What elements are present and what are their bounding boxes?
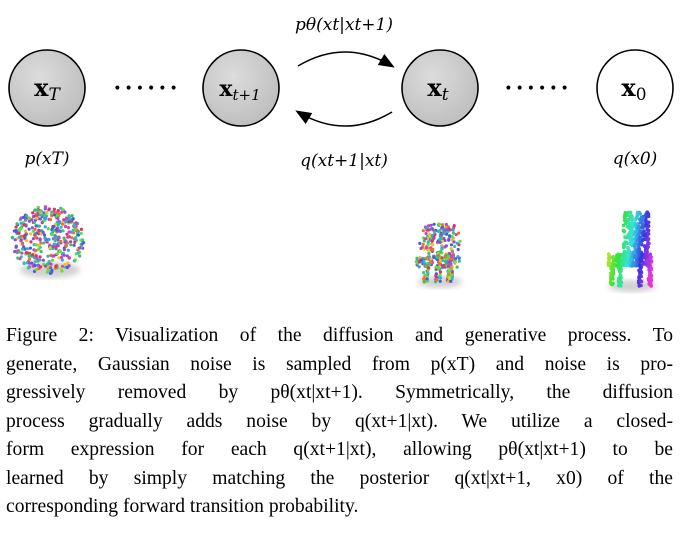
node-x-0: x0 <box>596 49 674 127</box>
noise-point-cloud-image <box>10 205 86 278</box>
caption-line: corresponding forward transition probabi… <box>6 496 359 517</box>
node-x-T: xT <box>8 49 86 127</box>
forward-arrow <box>297 51 395 68</box>
reverse-arrow <box>295 110 393 127</box>
caption-line: learned by simply matching the posterior… <box>6 467 673 489</box>
ellipsis-right: •••••• <box>504 81 572 97</box>
node-x-t: xt <box>401 49 479 127</box>
caption-line: Figure 2: Visualization of the diffusion… <box>6 325 673 346</box>
caption-line: process gradually adds noise by q(xt+1|x… <box>6 410 673 432</box>
ellipsis-left: •••••• <box>113 81 181 97</box>
forward-label: pθ(xt|xt+1) <box>295 15 393 35</box>
partial-chair-point-cloud-image <box>414 222 462 288</box>
reverse-label: q(xt+1|xt) <box>300 151 388 171</box>
caption-line: form expression for each q(xt+1|xt), all… <box>6 439 673 460</box>
caption-line: gressively removed by pθ(xt|xt+1). Symme… <box>6 382 673 403</box>
node-x-t-plus-1: xt+1 <box>202 49 280 127</box>
prior-label: p(xT) <box>24 149 69 169</box>
diffusion-diagram: xT •••••• xt+1 xt •••••• x0 pθ(xt|xt+1) … <box>8 15 674 292</box>
caption-line: generate, Gaussian noise is sampled from… <box>6 353 673 375</box>
chair-point-cloud-image <box>606 210 656 292</box>
figure-caption: Figure 2: Visualization of the diffusion… <box>6 322 673 522</box>
data-label: q(x0) <box>613 149 658 169</box>
